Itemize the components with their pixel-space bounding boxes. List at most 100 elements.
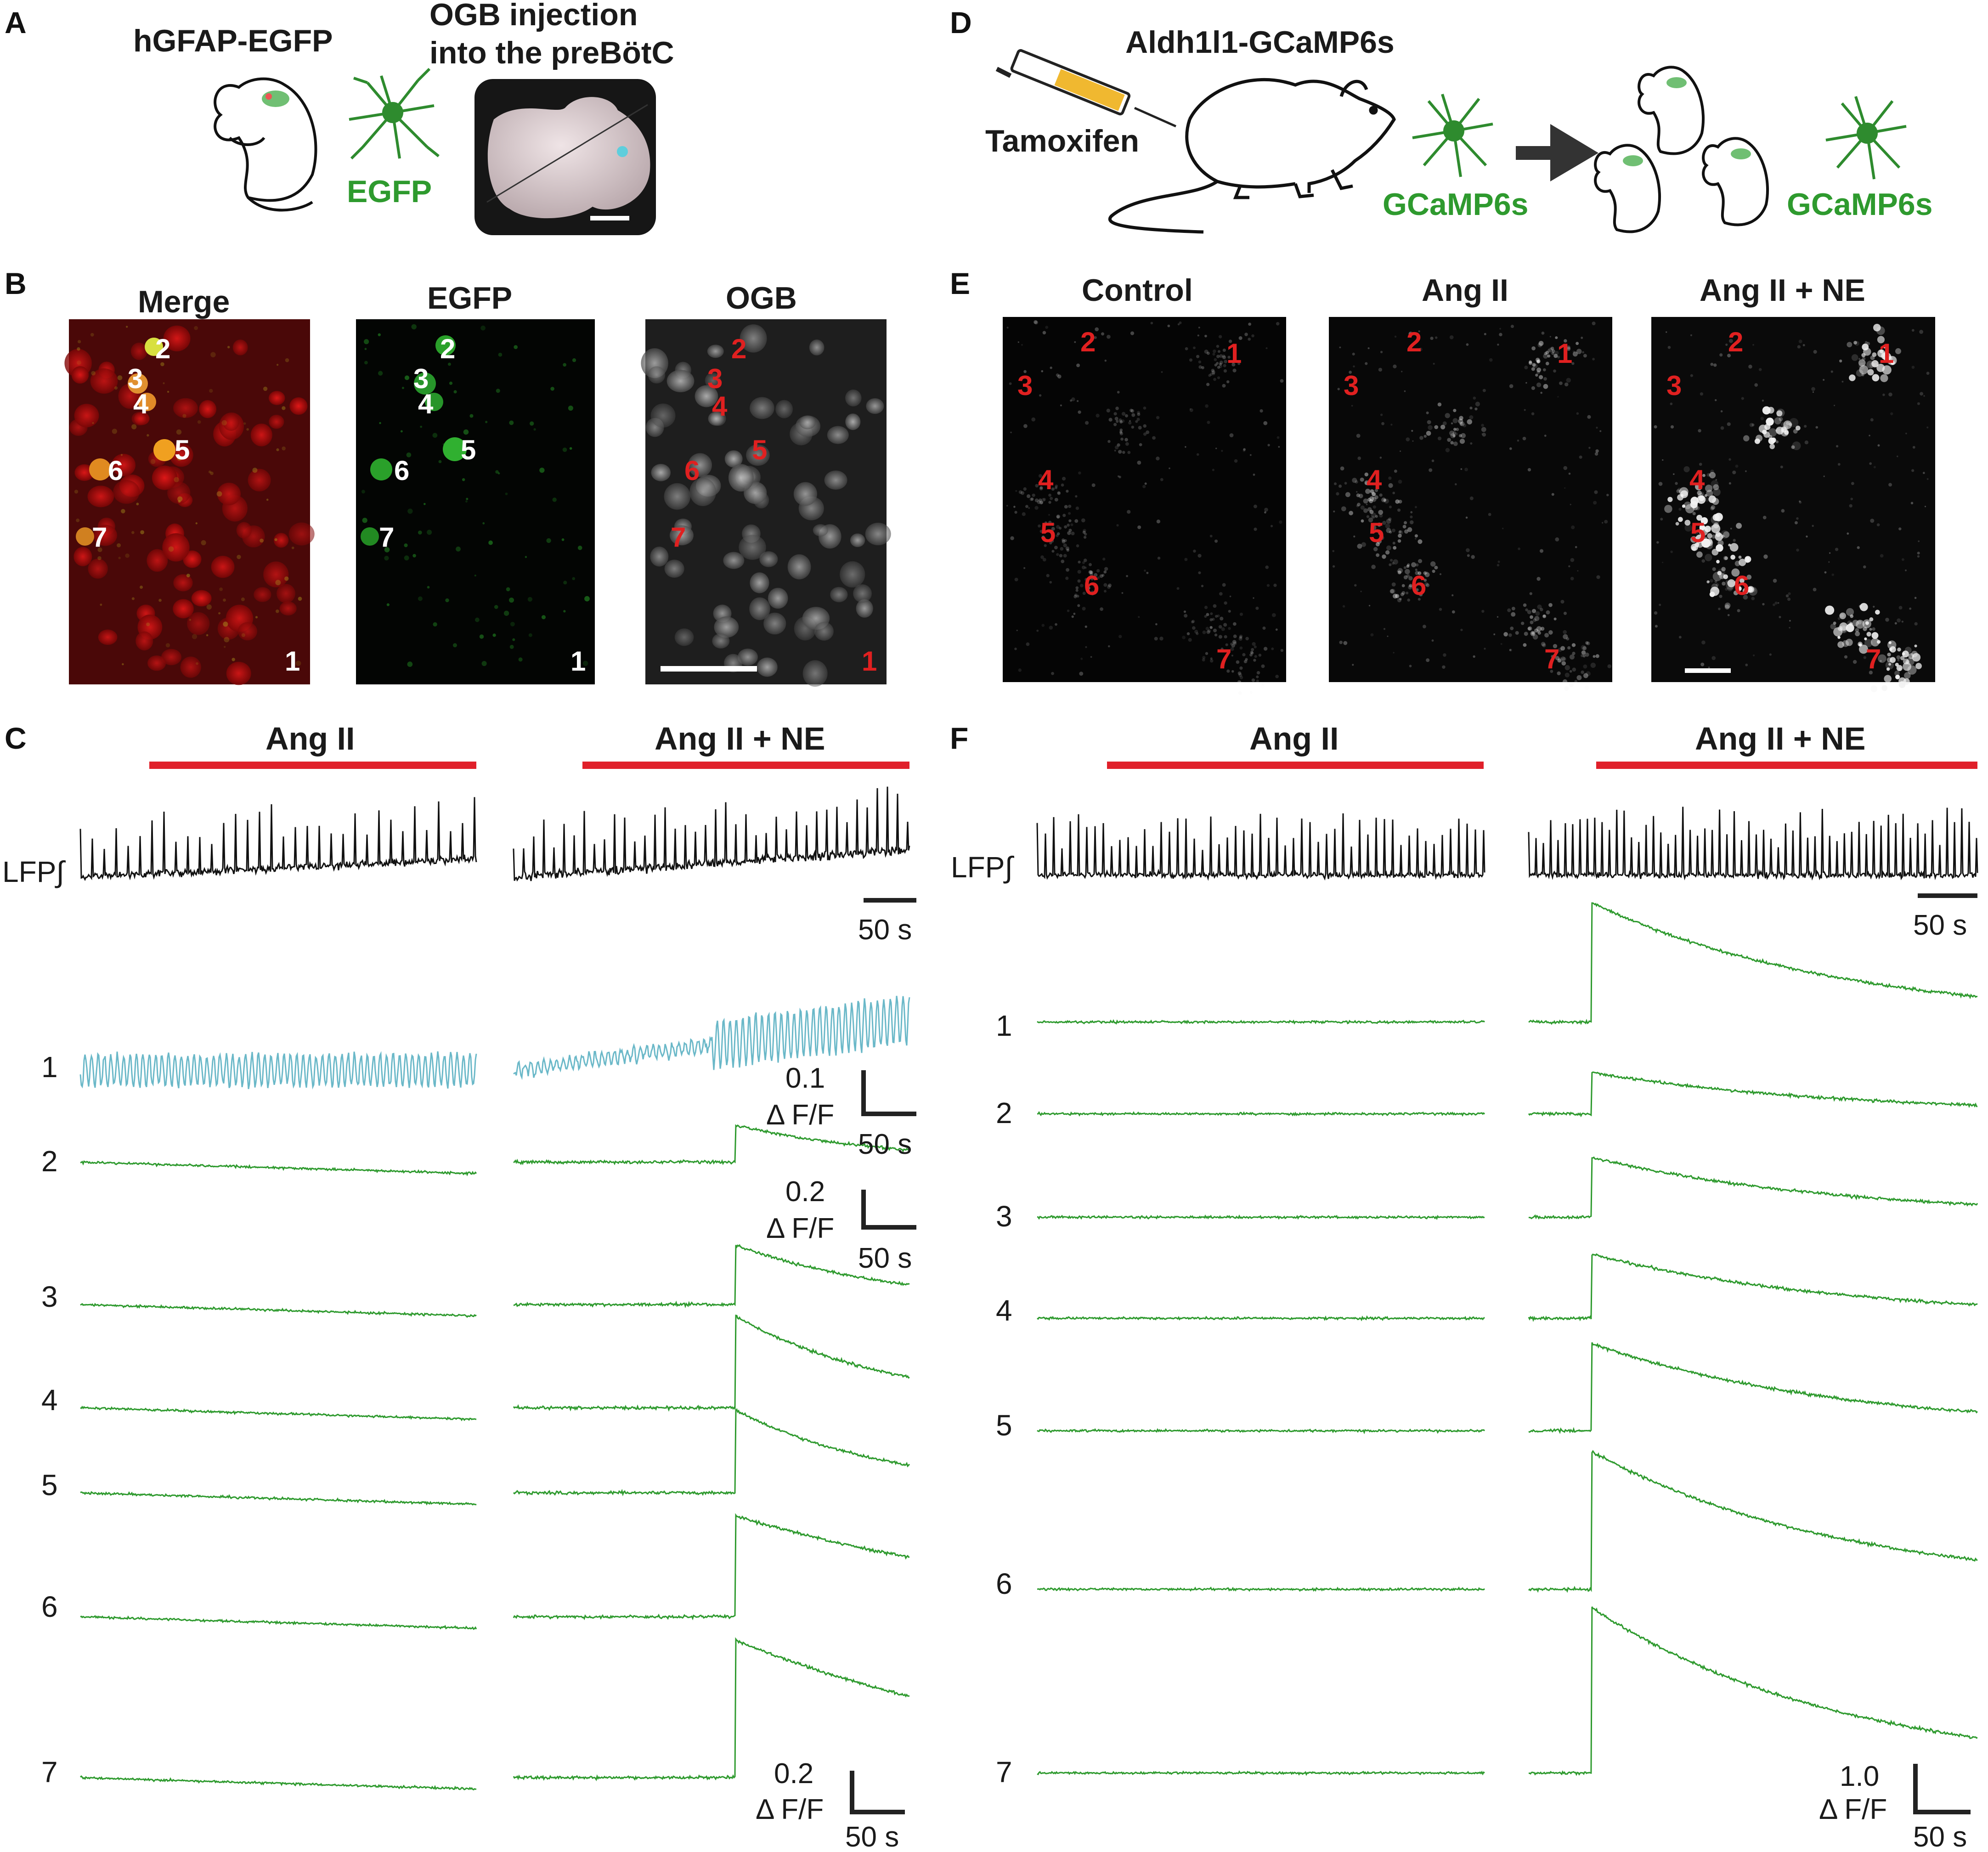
svg-text:1: 1 bbox=[1226, 338, 1242, 369]
svg-text:2: 2 bbox=[996, 1096, 1012, 1129]
panel-e: E Control Ang II Ang II + NE 1 2 3 4 5 6… bbox=[950, 266, 1935, 695]
svg-text:Δ F/F: Δ F/F bbox=[766, 1213, 834, 1244]
f-scale: 1.0 Δ F/F 50 s bbox=[1819, 1761, 1971, 1852]
svg-text:2: 2 bbox=[41, 1145, 58, 1178]
ogb-scale-bar bbox=[661, 666, 757, 672]
svg-text:5: 5 bbox=[461, 435, 476, 465]
merge-title: Merge bbox=[138, 284, 230, 319]
svg-text:3: 3 bbox=[128, 363, 143, 394]
f-drug2-bar bbox=[1596, 762, 1977, 769]
brain-photo bbox=[474, 79, 656, 235]
f-lfp-scale-time: 50 s bbox=[1913, 909, 1967, 941]
svg-text:6: 6 bbox=[394, 455, 409, 486]
svg-text:1: 1 bbox=[996, 1009, 1012, 1042]
svg-text:1: 1 bbox=[1879, 338, 1894, 369]
svg-text:7: 7 bbox=[1544, 644, 1559, 674]
svg-text:2: 2 bbox=[155, 333, 170, 364]
mouse-icon bbox=[1108, 78, 1396, 234]
svg-text:50 s: 50 s bbox=[858, 1129, 912, 1160]
svg-text:6: 6 bbox=[108, 455, 123, 486]
ogb-image bbox=[641, 319, 891, 687]
svg-text:3: 3 bbox=[996, 1200, 1012, 1233]
svg-text:7: 7 bbox=[41, 1756, 58, 1789]
e-angii-ne-title: Ang II + NE bbox=[1700, 273, 1865, 308]
ogb-rois: 2 3 4 5 6 7 1 bbox=[671, 333, 877, 677]
panel-label-b: B bbox=[5, 266, 27, 300]
e-control-title: Control bbox=[1082, 273, 1193, 308]
panel-label-c: C bbox=[5, 721, 27, 755]
svg-text:5: 5 bbox=[41, 1468, 58, 1502]
arrow-icon bbox=[1516, 124, 1598, 181]
svg-text:6: 6 bbox=[996, 1567, 1012, 1600]
ogb-title: OGB bbox=[726, 281, 797, 316]
svg-text:4: 4 bbox=[418, 389, 434, 419]
svg-text:1: 1 bbox=[41, 1050, 58, 1084]
f-traces bbox=[1036, 807, 1978, 1776]
svg-text:7: 7 bbox=[379, 522, 394, 553]
svg-text:50 s: 50 s bbox=[845, 1821, 899, 1852]
f-drug1-bar bbox=[1107, 762, 1484, 769]
e-control-rois: 1 2 3 4 5 6 7 bbox=[1017, 327, 1242, 674]
astrocyte-icon-d1 bbox=[1412, 94, 1493, 177]
svg-text:3: 3 bbox=[1344, 370, 1359, 401]
panel-label-a: A bbox=[5, 6, 27, 40]
panel-f: F Ang II Ang II + NE LFP∫ 50 s 1 2 3 4 5… bbox=[950, 721, 1978, 1852]
svg-text:3: 3 bbox=[1017, 370, 1033, 401]
svg-text:4: 4 bbox=[41, 1383, 58, 1417]
svg-text:Δ F/F: Δ F/F bbox=[1819, 1794, 1887, 1825]
egfp-image bbox=[356, 319, 595, 684]
c-lfp-scale-bar bbox=[864, 898, 916, 903]
c-drug2-bar bbox=[582, 762, 909, 769]
merge-image bbox=[64, 319, 315, 685]
svg-text:4: 4 bbox=[133, 389, 149, 419]
c-traces bbox=[79, 786, 910, 1791]
svg-text:6: 6 bbox=[1084, 570, 1099, 601]
gcamp-label-1: GCaMP6s bbox=[1383, 187, 1528, 222]
svg-text:4: 4 bbox=[1038, 464, 1054, 495]
svg-text:6: 6 bbox=[1734, 570, 1749, 601]
svg-text:3: 3 bbox=[41, 1280, 58, 1313]
panel-label-d: D bbox=[950, 6, 972, 40]
e-control-image bbox=[1003, 317, 1286, 682]
e-angii-image bbox=[1329, 317, 1612, 682]
svg-text:4: 4 bbox=[996, 1294, 1012, 1327]
c-lfp-label: LFP∫ bbox=[2, 855, 66, 888]
c-drug2-label: Ang II + NE bbox=[655, 721, 825, 757]
svg-text:1: 1 bbox=[285, 646, 300, 677]
syringe-icon bbox=[995, 49, 1177, 128]
svg-text:0.2: 0.2 bbox=[774, 1758, 813, 1790]
tamoxifen-label: Tamoxifen bbox=[985, 124, 1139, 158]
injection-label-line2: into the preBötC bbox=[429, 35, 674, 70]
svg-text:4: 4 bbox=[712, 391, 728, 422]
e-scale-bar bbox=[1685, 668, 1731, 673]
svg-text:50 s: 50 s bbox=[1913, 1821, 1967, 1852]
egfp-title: EGFP bbox=[427, 281, 512, 316]
svg-text:Δ F/F: Δ F/F bbox=[766, 1099, 834, 1131]
svg-text:3: 3 bbox=[707, 363, 723, 394]
c-lfp-scale-time: 50 s bbox=[858, 914, 912, 946]
c-drug1-bar bbox=[149, 762, 476, 769]
svg-text:2: 2 bbox=[440, 333, 455, 364]
svg-text:1: 1 bbox=[1557, 338, 1572, 369]
f-drug1-label: Ang II bbox=[1249, 721, 1339, 757]
f-trace-labels: 1 2 3 4 5 6 7 bbox=[996, 1009, 1012, 1789]
svg-text:7: 7 bbox=[671, 522, 686, 553]
svg-text:6: 6 bbox=[684, 455, 700, 486]
c-scale-2: 0.2 Δ F/F 50 s bbox=[766, 1176, 916, 1274]
brain-scale-bar bbox=[590, 216, 629, 220]
e-angii-rois: 1 2 3 4 5 6 7 bbox=[1344, 327, 1572, 674]
panel-d: D Aldh1l1-GCaMP6s Tamoxifen GCaMP6s bbox=[950, 6, 1932, 234]
e-angii-title: Ang II bbox=[1422, 273, 1508, 308]
f-lfp-label: LFP∫ bbox=[951, 851, 1014, 884]
svg-text:0.2: 0.2 bbox=[785, 1176, 825, 1208]
svg-text:7: 7 bbox=[92, 522, 107, 553]
panel-a: A hGFAP-EGFP OGB injection into the preB… bbox=[5, 0, 674, 235]
svg-text:1: 1 bbox=[862, 646, 877, 677]
svg-text:7: 7 bbox=[1216, 644, 1231, 674]
svg-text:5: 5 bbox=[175, 435, 190, 465]
svg-text:5: 5 bbox=[1690, 517, 1706, 548]
panel-label-e: E bbox=[950, 266, 970, 300]
svg-text:50 s: 50 s bbox=[858, 1242, 912, 1274]
svg-text:5: 5 bbox=[1040, 517, 1056, 548]
